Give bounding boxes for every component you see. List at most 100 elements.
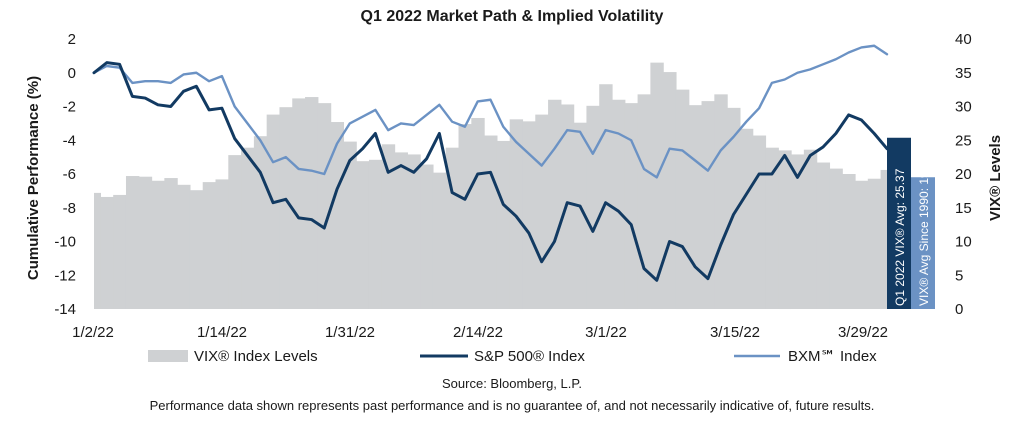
x-tick-label: 3/29/22: [838, 324, 888, 341]
vix-bar: [266, 114, 281, 309]
reference-bars: Q1 2022 VIX® Avg: 25.37 VIX® Avg Since 19…: [887, 137, 935, 309]
legend-swatch-vix: [148, 350, 188, 362]
vix-bar: [407, 154, 421, 309]
vix-bar: [94, 192, 101, 309]
vix-bar: [394, 152, 408, 309]
reference-bar: [911, 177, 935, 309]
vix-bar: [612, 99, 626, 309]
x-tick-label: 1/14/22: [197, 324, 247, 341]
left-tick-label: -2: [63, 99, 76, 116]
vix-bar: [125, 176, 140, 309]
reference-bar: [887, 137, 911, 309]
vix-bar: [420, 164, 434, 309]
vix-bar: [855, 180, 869, 309]
vix-bar: [778, 150, 792, 310]
vix-bar: [228, 155, 242, 309]
vix-bar: [880, 169, 888, 309]
left-tick-label: 2: [68, 31, 76, 48]
right-tick-label: 20: [955, 166, 972, 183]
vix-bar: [714, 94, 728, 309]
right-tick-label: 10: [955, 234, 972, 251]
vix-bar: [663, 72, 677, 309]
vix-bar: [637, 94, 651, 309]
right-tick-label: 30: [955, 99, 972, 116]
vix-bar: [599, 84, 613, 309]
vix-bar: [458, 124, 472, 309]
left-axis-label: Cumulative Performance (%): [25, 76, 42, 280]
vix-bar: [445, 147, 460, 309]
x-tick-label: 1/31/22: [325, 324, 375, 341]
vix-bar: [113, 194, 127, 309]
vix-bar: [842, 174, 856, 309]
vix-bar: [317, 103, 332, 310]
legend-label-vix: VIX® Index Levels: [194, 348, 318, 365]
vix-bar: [727, 107, 741, 309]
vix-bar: [432, 172, 447, 309]
right-axis-ticks: 40 35 30 25 20 15 10 5 0: [955, 31, 972, 318]
vix-bar: [484, 135, 498, 309]
vix-bar: [624, 103, 639, 310]
vix-bar: [560, 104, 575, 309]
vix-bar: [330, 122, 345, 309]
vix-bar: [177, 184, 191, 309]
left-tick-label: -4: [63, 132, 76, 149]
x-axis-ticks: 1/2/22 1/14/22 1/31/22 2/14/22 3/1/22 3/15/22…: [72, 324, 888, 341]
right-tick-label: 0: [955, 301, 963, 318]
vix-bar: [573, 122, 588, 309]
vix-bar: [164, 178, 178, 309]
vix-bar: [356, 161, 370, 309]
disclaimer-note: Performance data shown represents past p…: [150, 398, 875, 413]
right-tick-label: 40: [955, 31, 972, 48]
left-tick-label: -10: [54, 234, 76, 251]
reference-bar-label: VIX® Avg Since 1990: 19.52: [917, 154, 931, 306]
vix-bar: [241, 147, 255, 309]
left-tick-label: -8: [63, 200, 76, 217]
left-tick-label: -6: [63, 166, 76, 183]
vix-bar: [343, 141, 357, 309]
vix-bar: [292, 98, 306, 310]
vix-bar: [381, 144, 396, 309]
vix-bar: [202, 182, 217, 309]
series-lines: [92, 44, 889, 282]
vix-bar: [688, 105, 703, 310]
right-tick-label: 15: [955, 200, 972, 217]
left-tick-label: -14: [54, 301, 76, 318]
reference-bar-label: Q1 2022 VIX® Avg: 25.37: [893, 168, 907, 306]
legend-label-sp500: S&P 500® Index: [474, 348, 585, 365]
right-tick-label: 35: [955, 65, 972, 82]
vix-bar: [189, 190, 204, 309]
vix-bar: [701, 101, 715, 309]
sp500-line: [92, 61, 889, 282]
vix-bar: [471, 117, 485, 309]
vix-bar: [829, 168, 843, 309]
x-tick-label: 2/14/22: [453, 324, 503, 341]
vix-bar: [650, 62, 664, 310]
vix-bar: [752, 135, 767, 309]
vix-bar: [803, 149, 818, 309]
vix-bar: [368, 159, 383, 309]
left-tick-label: 0: [68, 65, 76, 82]
vix-bar: [675, 89, 690, 310]
legend-label-bxm: BXM℠ Index: [788, 348, 877, 365]
vix-bar: [816, 162, 831, 309]
vix-bar: [496, 140, 511, 309]
right-tick-label: 25: [955, 132, 972, 149]
x-tick-label: 3/15/22: [710, 324, 760, 341]
vix-bar: [305, 97, 319, 309]
vix-bar: [522, 121, 536, 309]
right-tick-label: 5: [955, 267, 963, 284]
vix-bar: [765, 147, 779, 309]
left-tick-label: -12: [54, 267, 76, 284]
legend: VIX® Index Levels S&P 500® Index BXM℠ Inde…: [148, 348, 877, 365]
vix-bar: [509, 119, 524, 310]
vix-bars: [94, 62, 888, 310]
vix-bar: [586, 105, 600, 309]
vix-bar: [791, 154, 805, 309]
x-tick-label: 1/2/22: [72, 324, 114, 341]
vix-bar: [867, 178, 882, 309]
x-tick-label: 3/1/22: [585, 324, 627, 341]
right-axis-label: VIX® Levels: [987, 135, 1004, 221]
vix-bar: [535, 114, 549, 309]
